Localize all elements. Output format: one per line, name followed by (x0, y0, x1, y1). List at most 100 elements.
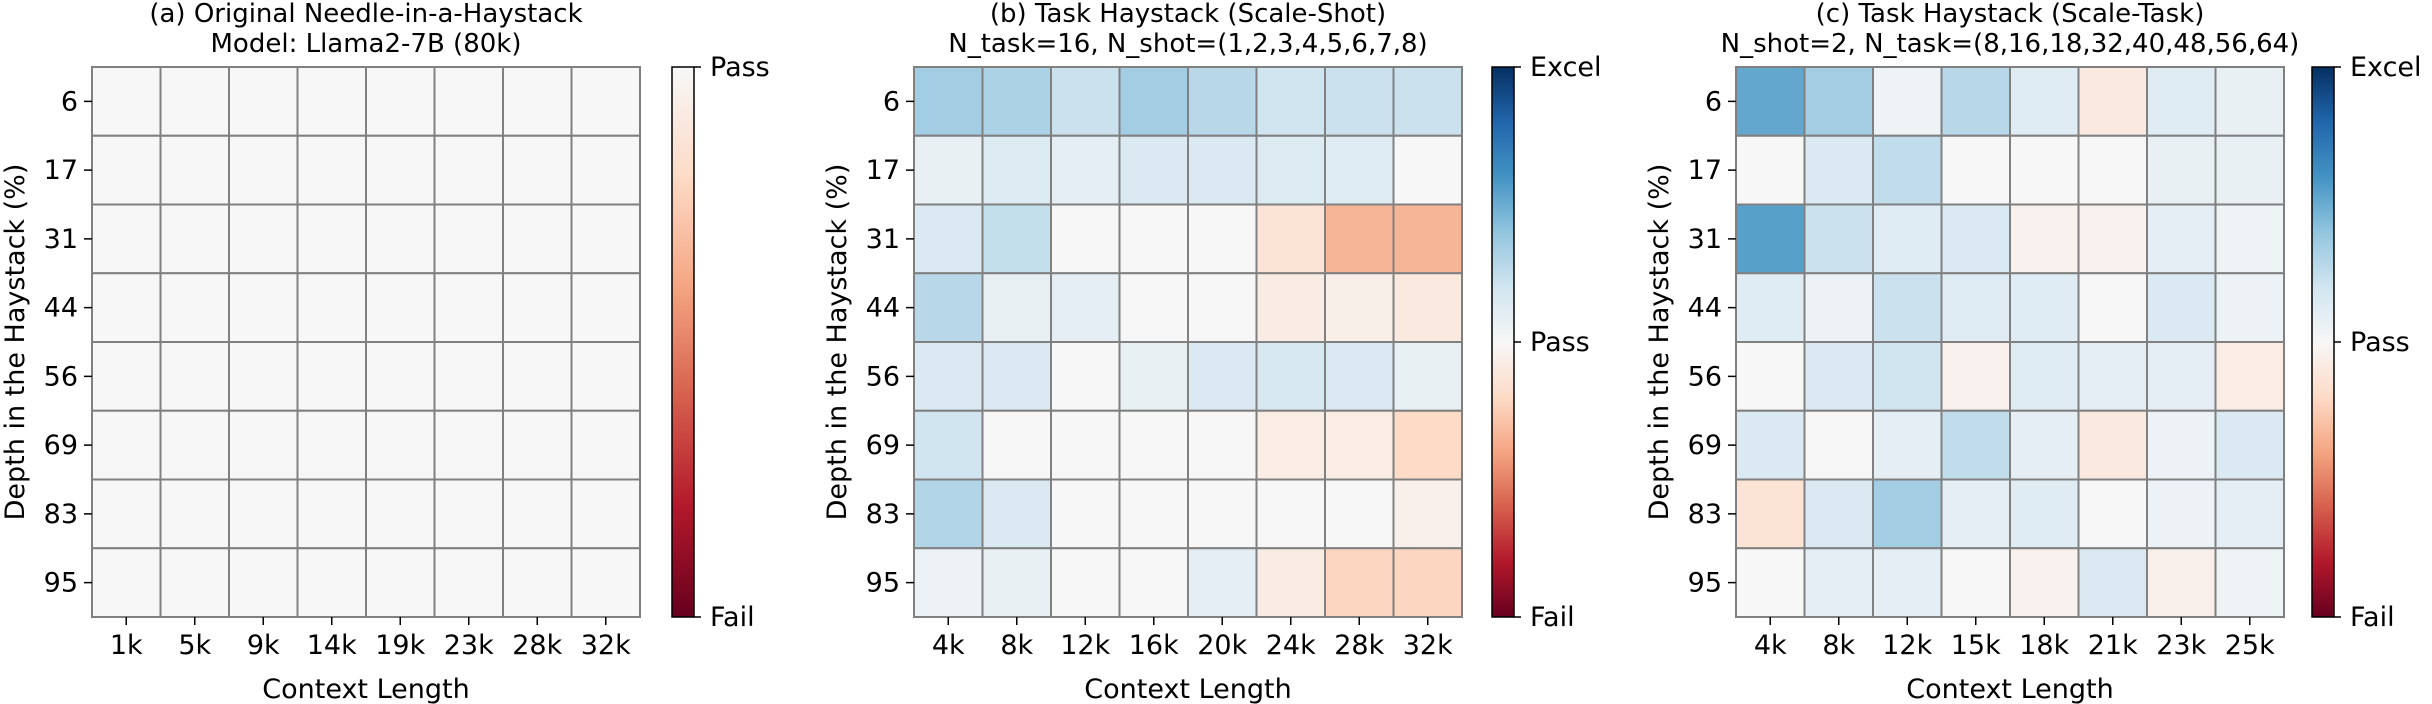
panel-3-xtick-2: 8k (1822, 630, 1855, 661)
panel-3-cell-r6-c4 (1940, 409, 2011, 481)
panel-3-cell-r6-c3 (1872, 409, 1943, 481)
panel-1-cell-r8-c8 (570, 547, 641, 618)
panel-3: (c) Task Haystack (Scale-Task)N_shot=2, … (1644, 0, 2422, 704)
panel-2-title-line-1: (b) Task Haystack (Scale-Shot) (990, 0, 1386, 29)
panel-2-cell-r6-c1 (913, 409, 984, 481)
panel-2-cell-r5-c4 (1118, 341, 1189, 412)
panel-2-cell-r1-c5 (1187, 66, 1258, 137)
panel-3-cell-r1-c4 (1940, 66, 2011, 137)
panel-1-cell-r7-c8 (570, 478, 641, 550)
panel-3-ytick-2: 17 (1688, 155, 1722, 186)
panel-1-cell-r2-c2 (159, 134, 230, 206)
panel-1-cell-r4-c8 (570, 272, 641, 343)
panel-1-xtick-5: 19k (375, 630, 425, 661)
panel-1-cell-r2-c1 (91, 134, 162, 206)
panel-3-cell-r6-c2 (1803, 409, 1874, 481)
panel-1-cell-r2-c4 (296, 134, 367, 206)
panel-1-xtick-7: 28k (512, 630, 562, 661)
panel-1-cell-r6-c5 (365, 409, 436, 481)
panel-3-xtick-6: 21k (2088, 630, 2138, 661)
panel-1: (a) Original Needle-in-a-HaystackModel: … (0, 0, 770, 704)
panel-1-cell-r3-c1 (91, 203, 162, 275)
panel-1-title-line-2: Model: Llama2-7B (80k) (211, 29, 522, 59)
panel-2-cell-r3-c7 (1324, 203, 1395, 275)
panel-2-cell-r7-c5 (1187, 478, 1258, 550)
panel-1-ytick-2: 17 (44, 155, 78, 186)
panel-3-colorbar-label-excel: Excel (2350, 52, 2422, 83)
panel-2-cell-r3-c8 (1392, 203, 1463, 275)
panel-1-ytick-6: 69 (44, 430, 78, 461)
panel-1-cell-r2-c3 (228, 134, 299, 206)
panel-3-cell-r1-c7 (2146, 66, 2217, 137)
panel-3-cell-r1-c8 (2214, 66, 2285, 137)
panel-2-cell-r3-c2 (981, 203, 1052, 275)
panel-1-cell-r2-c6 (433, 134, 504, 206)
panel-2-cell-r4-c7 (1324, 272, 1395, 343)
panel-2-xtick-7: 28k (1334, 630, 1384, 661)
panel-2-xtick-3: 12k (1060, 630, 1110, 661)
panel-2-xtick-1: 4k (932, 630, 965, 661)
panel-2-ytick-6: 69 (866, 430, 900, 461)
panel-2-xtick-5: 20k (1197, 630, 1247, 661)
panel-3-cell-r6-c1 (1735, 409, 1806, 481)
panel-2-cell-r5-c2 (981, 341, 1052, 412)
panel-2-cell-r2-c2 (981, 134, 1052, 206)
panel-1-cell-r8-c1 (91, 547, 162, 618)
panel-3-cell-r4-c5 (2009, 272, 2080, 343)
panel-1-cell-r5-c7 (502, 341, 573, 412)
panel-3-cell-r5-c7 (2146, 341, 2217, 412)
panel-2-cell-r1-c6 (1255, 66, 1326, 137)
panel-3-cell-r4-c3 (1872, 272, 1943, 343)
panel-2-cell-r6-c6 (1255, 409, 1326, 481)
panel-1-cell-r3-c2 (159, 203, 230, 275)
panel-2-cell-r7-c4 (1118, 478, 1189, 550)
panel-3-cell-r6-c6 (2077, 409, 2148, 481)
panel-3-cell-r8-c6 (2077, 547, 2148, 618)
panel-2-cell-r5-c5 (1187, 341, 1258, 412)
panel-1-cell-r1-c8 (570, 66, 641, 137)
panel-3-cell-r6-c5 (2009, 409, 2080, 481)
panel-2-cell-r2-c5 (1187, 134, 1258, 206)
panel-2-xtick-6: 24k (1266, 630, 1316, 661)
panel-3-cell-r4-c1 (1735, 272, 1806, 343)
panel-2-cell-r6-c2 (981, 409, 1052, 481)
panel-3-cell-r5-c1 (1735, 341, 1806, 412)
panel-3-cell-r7-c8 (2214, 478, 2285, 550)
panel-3-cell-r2-c4 (1940, 134, 2011, 206)
panel-3-cell-r2-c2 (1803, 134, 1874, 206)
panel-1-cell-r1-c3 (228, 66, 299, 137)
panel-1-cell-r1-c5 (365, 66, 436, 137)
panel-2-cell-r4-c8 (1392, 272, 1463, 343)
panel-3-cell-r8-c5 (2009, 547, 2080, 618)
panel-2-ytick-3: 31 (866, 224, 900, 255)
panel-3-colorbar-label-pass: Pass (2350, 327, 2410, 358)
panel-3-cell-r3-c6 (2077, 203, 2148, 275)
panel-1-cell-r5-c6 (433, 341, 504, 412)
panel-2-cell-r8-c2 (981, 547, 1052, 618)
panel-1-colorbar (671, 66, 695, 618)
panel-3-cell-r2-c8 (2214, 134, 2285, 206)
panel-3-cell-r7-c6 (2077, 478, 2148, 550)
panel-2-xtick-4: 16k (1129, 630, 1179, 661)
panel-1-cell-r3-c6 (433, 203, 504, 275)
panel-2-ytick-2: 17 (866, 155, 900, 186)
panel-3-cell-r2-c1 (1735, 134, 1806, 206)
panel-2-cell-r3-c1 (913, 203, 984, 275)
panel-3-cell-r8-c7 (2146, 547, 2217, 618)
panel-2-cell-r3-c5 (1187, 203, 1258, 275)
panel-1-cell-r5-c4 (296, 341, 367, 412)
panel-2-cell-r2-c4 (1118, 134, 1189, 206)
panel-3-ytick-7: 83 (1688, 499, 1722, 530)
panel-1-cell-r4-c3 (228, 272, 299, 343)
panel-2-cell-r7-c8 (1392, 478, 1463, 550)
panel-3-cell-r6-c8 (2214, 409, 2285, 481)
panel-1-cell-r6-c1 (91, 409, 162, 481)
panel-2-cell-r2-c6 (1255, 134, 1326, 206)
panel-3-cell-r3-c7 (2146, 203, 2217, 275)
panel-3-cell-r2-c5 (2009, 134, 2080, 206)
panel-1-cell-r1-c1 (91, 66, 162, 137)
panel-3-cell-r7-c5 (2009, 478, 2080, 550)
panel-1-cell-r6-c2 (159, 409, 230, 481)
panel-3-ytick-3: 31 (1688, 224, 1722, 255)
